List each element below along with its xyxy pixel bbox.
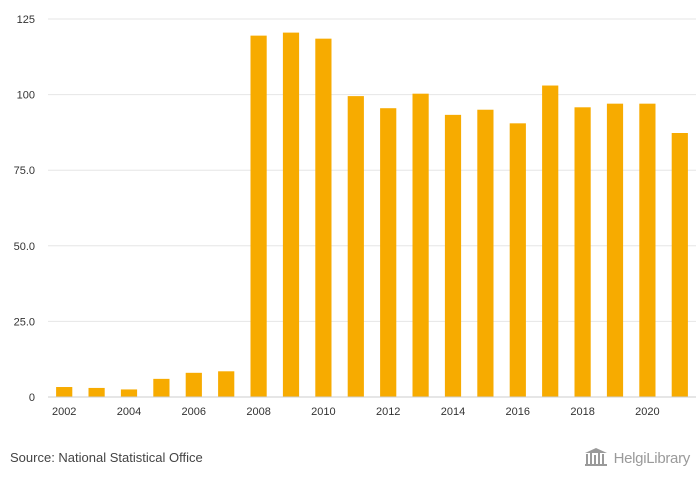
x-tick-label: 2020 — [635, 406, 659, 418]
x-tick-label: 2014 — [441, 406, 465, 418]
bar-2014[interactable] — [444, 114, 462, 398]
y-tick-label: 125 — [17, 14, 35, 26]
bar-2004[interactable] — [120, 389, 138, 397]
bar-2009[interactable] — [282, 32, 300, 398]
x-tick-label: 2002 — [52, 406, 76, 418]
y-tick-label: 50.0 — [14, 241, 35, 253]
bar-chart: 0 25.0 50.0 75.0 100 125 2002 2004 2006 2008 2010… — [14, 14, 696, 418]
grid-layer — [48, 18, 696, 322]
bar-2019[interactable] — [606, 103, 624, 398]
y-tick-label: 0 — [29, 392, 35, 404]
chart-footer: Source: National Statistical Office Helg… — [0, 440, 700, 483]
y-tick-label: 75.0 — [14, 165, 35, 177]
bar-2008[interactable] — [250, 35, 267, 397]
x-axis-labels: 2002 2004 2006 2008 2010 2012 2014 2016 2018 2020 — [52, 406, 660, 418]
x-tick-label: 2016 — [506, 406, 530, 418]
bar-2017[interactable] — [542, 85, 559, 397]
bar-2011[interactable] — [347, 96, 364, 398]
bar-2002[interactable] — [56, 387, 73, 397]
chart-area: 0 25.0 50.0 75.0 100 125 2002 2004 2006 2008 2010… — [14, 14, 696, 418]
brand-logo[interactable]: HelgiLibrary — [584, 448, 690, 468]
bar-2016[interactable] — [509, 123, 526, 397]
library-icon — [584, 448, 610, 468]
bar-2005[interactable] — [153, 378, 170, 397]
bar-2015[interactable] — [477, 109, 494, 397]
y-tick-label: 100 — [17, 90, 35, 102]
bar-2021[interactable] — [671, 133, 688, 397]
bar-2007[interactable] — [218, 371, 235, 397]
y-tick-label: 25.0 — [14, 316, 35, 328]
bars-layer — [56, 32, 688, 398]
brand-name: HelgiLibrary — [613, 449, 691, 467]
x-tick-label: 2004 — [117, 406, 141, 418]
bar-2020[interactable] — [639, 103, 656, 398]
x-tick-label: 2012 — [376, 406, 400, 418]
bar-2018[interactable] — [574, 107, 591, 398]
x-tick-label: 2010 — [311, 406, 335, 418]
bar-2003[interactable] — [88, 387, 105, 397]
bar-2010[interactable] — [315, 38, 332, 397]
source-note: Source: National Statistical Office — [10, 450, 203, 465]
bar-2013[interactable] — [412, 93, 429, 397]
x-tick-label: 2006 — [182, 406, 206, 418]
y-axis-labels: 0 25.0 50.0 75.0 100 125 — [14, 14, 35, 404]
bar-2006[interactable] — [185, 372, 202, 397]
x-tick-label: 2018 — [570, 406, 594, 418]
x-tick-label: 2008 — [246, 406, 270, 418]
bar-2012[interactable] — [380, 108, 397, 398]
